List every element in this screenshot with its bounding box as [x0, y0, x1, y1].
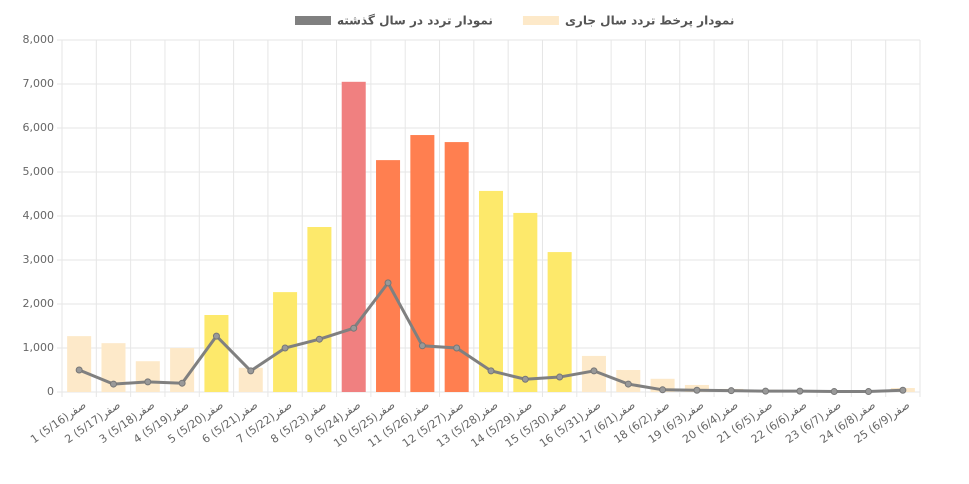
line-point	[590, 367, 598, 375]
bar	[376, 160, 401, 392]
line-point	[384, 279, 392, 287]
line-point	[144, 378, 152, 386]
line-point	[212, 332, 220, 340]
line-point	[109, 380, 117, 388]
bar	[547, 252, 572, 392]
y-tick-label: 0	[47, 385, 54, 398]
line-point	[350, 324, 358, 332]
y-tick-label: 1,000	[23, 341, 55, 354]
line-point	[281, 344, 289, 352]
line-point	[899, 386, 907, 394]
line-point	[659, 386, 667, 394]
bar	[67, 336, 92, 392]
bar	[307, 227, 332, 392]
line-point	[315, 335, 323, 343]
line-point	[75, 366, 83, 374]
y-tick-label: 7,000	[23, 77, 55, 90]
line-point	[830, 388, 838, 396]
line-point	[762, 387, 770, 395]
legend-label: نمودار تردد در سال گذشته	[337, 14, 493, 29]
y-tick-label: 2,000	[23, 297, 55, 310]
line-point	[556, 373, 564, 381]
line-point	[796, 387, 804, 395]
y-tick-label: 8,000	[23, 33, 55, 46]
bar	[135, 361, 160, 392]
y-tick-label: 5,000	[23, 165, 55, 178]
bar	[478, 190, 504, 392]
bar	[273, 292, 298, 392]
line-point	[247, 367, 255, 375]
legend-swatch	[295, 16, 331, 25]
legend-swatch	[522, 16, 559, 25]
line-point	[453, 344, 461, 352]
line-point	[521, 375, 529, 383]
bar	[410, 135, 435, 393]
line-point	[624, 380, 632, 388]
y-tick-label: 3,000	[23, 253, 55, 266]
bar	[341, 81, 366, 393]
bar	[513, 212, 538, 392]
line-point	[865, 388, 873, 396]
line-point	[487, 367, 495, 375]
line-point	[178, 379, 186, 387]
line-point	[693, 386, 701, 394]
line-point	[418, 342, 426, 350]
y-tick-label: 4,000	[23, 209, 55, 222]
y-tick-label: 6,000	[23, 121, 55, 134]
legend-label: نمودار پرخط تردد سال جاری	[565, 14, 735, 29]
line-point	[727, 387, 735, 395]
bar	[204, 315, 229, 392]
